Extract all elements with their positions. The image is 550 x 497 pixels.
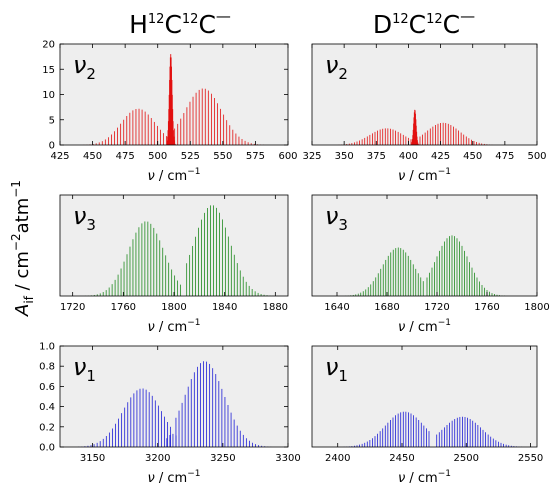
panel-1: 425 450 475 500 525 550 575 600 0 5 10 15 20 ν2 ν / cm… xyxy=(42,40,297,185)
x-tick-label: 500 xyxy=(148,151,167,162)
panel-5: 3150 3200 3250 3300 0.0 0.2 0.4 0.6 0.8 1.0 ν1 ν / … xyxy=(39,342,301,487)
x-axis-label: ν / cm−1 xyxy=(147,469,200,486)
y-tick-label: 20 xyxy=(42,40,55,51)
x-tick-label: 450 xyxy=(463,151,482,162)
x-tick-label: 1800 xyxy=(524,302,549,313)
mode-label: ν3 xyxy=(325,202,348,234)
x-tick-label: 1880 xyxy=(263,302,288,313)
x-tick-label: 350 xyxy=(335,151,354,162)
x-tick-label: 2500 xyxy=(454,453,479,464)
x-tick-label: 1760 xyxy=(111,302,136,313)
mode-label: ν3 xyxy=(73,202,96,234)
plot-area xyxy=(60,195,288,296)
bar-series xyxy=(84,205,274,296)
y-tick-label: 5 xyxy=(49,115,55,126)
y-tick-label: 15 xyxy=(42,65,55,76)
plot-frame xyxy=(311,345,538,448)
x-tick-label: 375 xyxy=(367,151,386,162)
y-tick-label: 0.6 xyxy=(39,382,55,393)
x-tick-label: 525 xyxy=(181,151,200,162)
plot-area xyxy=(312,346,537,447)
x-tick-label: 2550 xyxy=(518,453,543,464)
plot-area xyxy=(60,44,288,145)
plot-frame xyxy=(311,43,538,146)
x-tick-label: 325 xyxy=(302,151,321,162)
panel-4: 1640 1680 1720 1760 1800 ν3 ν / cm−1 xyxy=(311,194,550,335)
x-tick-label: 3200 xyxy=(145,453,170,464)
y-tick-label: 0.4 xyxy=(39,402,55,413)
y-axis-label: Aif / cm−2atm−1 xyxy=(9,180,36,317)
y-tick-label: 0 xyxy=(49,141,55,152)
x-tick-label: 575 xyxy=(246,151,265,162)
panel-6: 2400 2450 2500 2550 ν1 ν / cm−1 xyxy=(311,345,543,486)
column-title-left: H12C12C— xyxy=(129,7,231,39)
panel-3: 1720 1760 1800 1840 1880 ν3 ν / cm−1 xyxy=(59,194,289,335)
plot-frame xyxy=(311,194,538,297)
x-tick-label: 475 xyxy=(495,151,514,162)
x-tick-label: 550 xyxy=(213,151,232,162)
x-tick-label: 500 xyxy=(527,151,546,162)
bar-series xyxy=(78,361,272,447)
mode-label: ν1 xyxy=(73,353,96,385)
x-axis-label: ν / cm−1 xyxy=(398,318,451,335)
x-tick-label: 1680 xyxy=(374,302,399,313)
x-axis-label: ν / cm−1 xyxy=(147,167,200,184)
x-tick-label: 1720 xyxy=(60,302,85,313)
y-tick-label: 1.0 xyxy=(39,342,55,353)
y-tick-label: 0.2 xyxy=(39,422,55,433)
bar-series xyxy=(345,235,505,296)
x-tick-label: 3250 xyxy=(210,453,235,464)
mode-label: ν2 xyxy=(73,51,96,83)
x-tick-label: 425 xyxy=(50,151,69,162)
plot-area xyxy=(60,346,288,447)
panel-2: 325 350 375 400 425 450 475 500 ν2 ν / cm−1 xyxy=(302,43,547,184)
x-tick-label: 1720 xyxy=(424,302,449,313)
column-title-right: D12C12C— xyxy=(373,7,475,39)
plot-frame xyxy=(59,345,289,448)
bar-series xyxy=(338,109,493,145)
y-tick-label: 0.0 xyxy=(39,443,55,454)
x-tick-label: 475 xyxy=(116,151,135,162)
x-axis-label: ν / cm−1 xyxy=(398,469,451,486)
x-tick-label: 3300 xyxy=(275,453,300,464)
x-tick-label: 1800 xyxy=(161,302,186,313)
x-tick-label: 425 xyxy=(431,151,450,162)
x-tick-label: 3150 xyxy=(80,453,105,464)
x-tick-label: 2400 xyxy=(325,453,350,464)
x-axis-label: ν / cm−1 xyxy=(147,318,200,335)
x-tick-label: 1640 xyxy=(324,302,349,313)
mode-label: ν1 xyxy=(325,353,348,385)
x-tick-label: 1760 xyxy=(474,302,499,313)
y-tick-label: 10 xyxy=(42,90,55,101)
x-tick-label: 2450 xyxy=(389,453,414,464)
x-tick-label: 1840 xyxy=(212,302,237,313)
x-tick-label: 400 xyxy=(399,151,418,162)
bar-series xyxy=(83,54,264,145)
x-axis-label: ν / cm−1 xyxy=(398,167,451,184)
x-tick-label: 600 xyxy=(278,151,297,162)
y-tick-label: 0.8 xyxy=(39,362,55,373)
plot-area xyxy=(312,44,537,145)
mode-label: ν2 xyxy=(325,51,348,83)
plot-area xyxy=(312,195,537,296)
x-tick-label: 450 xyxy=(83,151,102,162)
